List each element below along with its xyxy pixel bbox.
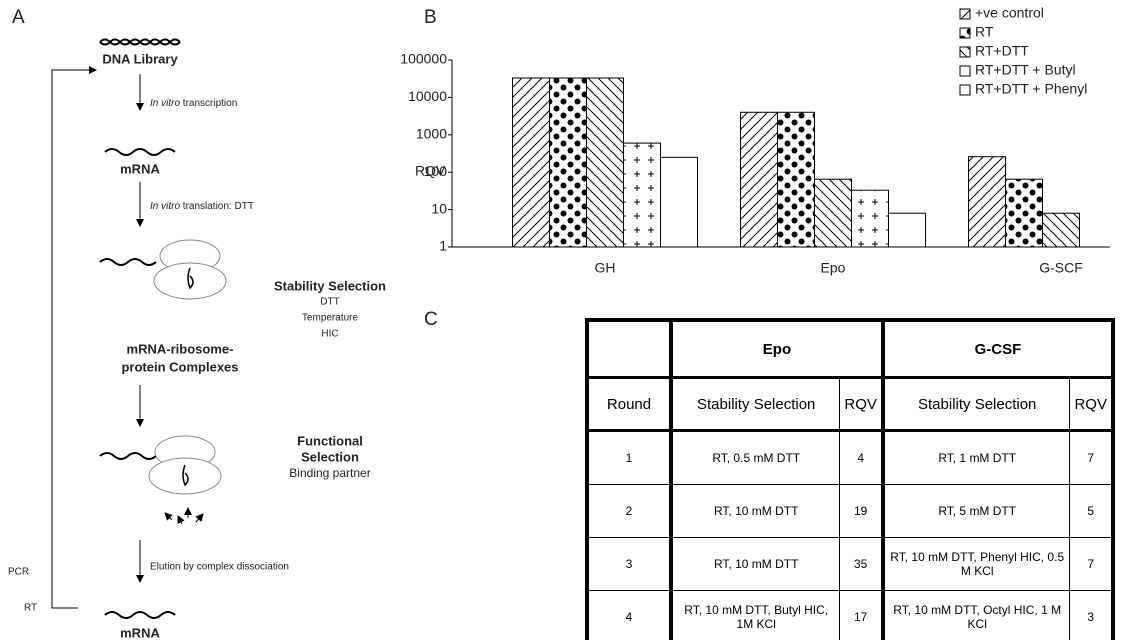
x-tick-label: G-SCF bbox=[1039, 260, 1083, 276]
column-header: RQV bbox=[1070, 378, 1113, 431]
mrna-label: mRNA bbox=[120, 625, 160, 640]
bar bbox=[550, 78, 587, 247]
legend-swatch bbox=[960, 66, 970, 76]
y-tick-label: 1000 bbox=[416, 126, 447, 142]
functional-item: Binding partner bbox=[289, 466, 370, 480]
table-cell: 3 bbox=[1070, 591, 1113, 640]
step-label: Elution by complex dissociation bbox=[150, 562, 289, 573]
diagram bbox=[52, 40, 226, 619]
y-tick-label: 100000 bbox=[400, 51, 447, 67]
table-cell: RT, 10 mM DTT, Phenyl HIC, 0.5 M KCl bbox=[883, 538, 1070, 591]
legend-swatch bbox=[960, 9, 970, 19]
y-tick-label: 10000 bbox=[408, 88, 447, 104]
legend-swatch bbox=[960, 85, 970, 95]
panel-label: A bbox=[12, 7, 25, 28]
group-header: Epo bbox=[671, 320, 883, 378]
step-italic: In vitro bbox=[150, 201, 180, 212]
column-header: Stability Selection bbox=[671, 378, 840, 431]
table-cell: RT, 5 mM DTT bbox=[883, 485, 1070, 538]
table-cell: 35 bbox=[840, 538, 883, 591]
table-cell: 7 bbox=[1070, 431, 1113, 485]
bar bbox=[513, 78, 550, 247]
table-cell: RT, 10 mM DTT bbox=[671, 538, 840, 591]
table-cell: 3 bbox=[587, 538, 671, 591]
complex-label: protein Complexes bbox=[121, 359, 238, 374]
bar bbox=[741, 112, 778, 247]
table-cell: 5 bbox=[1070, 485, 1113, 538]
bar bbox=[852, 190, 889, 247]
legend-label: RT bbox=[975, 24, 994, 40]
corner-cell bbox=[587, 320, 671, 378]
legend-label: RT+DTT bbox=[975, 43, 1029, 59]
stability-title: Stability Selection bbox=[274, 278, 386, 293]
bar bbox=[1006, 179, 1043, 247]
y-tick-label: 100 bbox=[424, 163, 448, 179]
bar bbox=[661, 157, 698, 247]
table-cell: RT, 1 mM DTT bbox=[883, 431, 1070, 485]
bar bbox=[624, 143, 661, 247]
stability-item: DTT bbox=[320, 297, 339, 308]
legend-swatch bbox=[960, 47, 970, 57]
step-italic: In vitro bbox=[150, 98, 180, 109]
group-header: G-CSF bbox=[883, 320, 1113, 378]
table-cell: RT, 10 mM DTT, Octyl HIC, 1 M KCl bbox=[883, 591, 1070, 640]
x-tick-label: GH bbox=[595, 260, 616, 276]
step-text: translation: DTT bbox=[180, 201, 254, 212]
pcr-label: PCR bbox=[8, 567, 29, 578]
table-cell: 4 bbox=[840, 431, 883, 485]
figure: A B C DNA Library In vitro transcription… bbox=[0, 0, 1126, 640]
stability-item: Temperature bbox=[302, 313, 359, 324]
legend-label: RT+DTT + Phenyl bbox=[975, 81, 1087, 97]
table-cell: RT, 0.5 mM DTT bbox=[671, 431, 840, 485]
mrna-label: mRNA bbox=[120, 161, 160, 176]
x-tick-label: Epo bbox=[821, 260, 846, 276]
table-cell: RT, 10 mM DTT bbox=[671, 485, 840, 538]
step-label: In vitro transcription bbox=[150, 98, 237, 109]
table-cell: 1 bbox=[587, 431, 671, 485]
column-header: RQV bbox=[840, 378, 883, 431]
y-tick-label: 10 bbox=[431, 200, 447, 216]
legend-label: +ve control bbox=[975, 5, 1044, 21]
table-cell: 4 bbox=[587, 591, 671, 640]
step-label: In vitro translation: DTT bbox=[150, 201, 254, 212]
stability-item: HIC bbox=[321, 329, 338, 340]
panel-label: C bbox=[424, 309, 438, 330]
legend-swatch bbox=[960, 28, 970, 38]
column-header: Round bbox=[587, 378, 671, 431]
bar bbox=[815, 179, 852, 247]
table-cell: 2 bbox=[587, 485, 671, 538]
table-cell: 19 bbox=[840, 485, 883, 538]
bar bbox=[1043, 213, 1080, 247]
bar bbox=[778, 112, 815, 247]
functional-title: Functional bbox=[297, 433, 363, 448]
rt-label: RT bbox=[24, 603, 37, 614]
y-tick-label: 1 bbox=[439, 238, 447, 254]
table-cell: 7 bbox=[1070, 538, 1113, 591]
dna-label: DNA Library bbox=[102, 51, 178, 66]
table-cell: RT, 10 mM DTT, Butyl HIC, 1M KCl bbox=[671, 591, 840, 640]
panel-label: B bbox=[424, 7, 437, 28]
bar bbox=[587, 78, 624, 247]
bar bbox=[969, 157, 1006, 247]
step-text: transcription bbox=[180, 98, 237, 109]
table-cell: 17 bbox=[840, 591, 883, 640]
complex-label: mRNA-ribosome- bbox=[127, 341, 234, 356]
functional-title: Selection bbox=[301, 449, 359, 464]
legend-label: RT+DTT + Butyl bbox=[975, 62, 1076, 78]
column-header: Stability Selection bbox=[883, 378, 1070, 431]
bar bbox=[889, 213, 926, 247]
